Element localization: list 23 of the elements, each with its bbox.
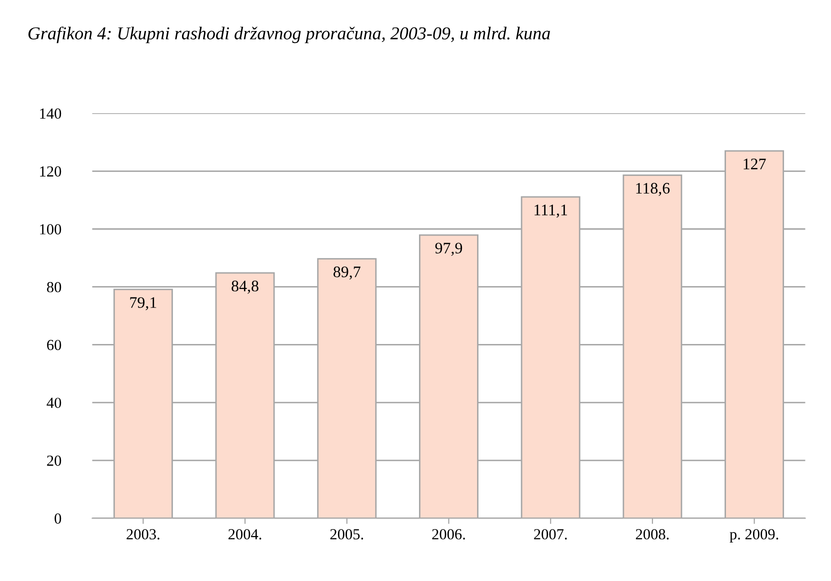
y-tick-label: 80 [46,282,62,292]
data-label: 89,7 [334,266,360,280]
y-tick-label: 100 [40,224,62,234]
data-label: 118,6 [636,182,670,196]
x-tick-label: p. 2009. [730,529,778,543]
data-label: 127 [744,158,766,170]
data-label: 111,1 [534,204,568,218]
y-tick-label: 20 [47,456,62,466]
x-tick-label: 2007. [534,529,567,540]
y-tick-label: 60 [47,340,62,350]
x-tick-label: 2008. [636,529,669,540]
y-tick-label: 140 [40,108,62,119]
chart-title: Grafikon 4: Ukupni rashodi državnog proračuna, 2003-09, u mlrd. kuna [28,26,550,44]
data-label: 84,8 [232,280,258,294]
x-tick-label: 2005. [330,529,364,540]
y-tick-label: 40 [46,398,62,408]
data-label: 97,9 [435,242,462,256]
y-tick-label: 120 [40,166,62,177]
data-label: 79,1 [130,297,156,310]
x-tick-label: 2006. [432,529,465,540]
x-tick-label: 2004. [228,529,262,540]
y-tick-label: 0 [54,513,62,524]
x-tick-label: 2003. [126,529,160,540]
